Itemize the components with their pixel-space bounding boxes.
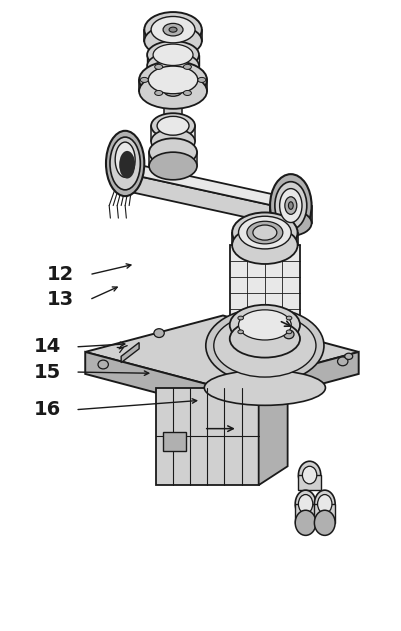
- Ellipse shape: [229, 305, 299, 345]
- Polygon shape: [223, 352, 358, 410]
- Polygon shape: [269, 206, 311, 223]
- Ellipse shape: [269, 174, 311, 237]
- Polygon shape: [115, 171, 292, 228]
- Ellipse shape: [337, 357, 347, 366]
- Ellipse shape: [286, 330, 291, 334]
- Text: 14: 14: [33, 338, 61, 357]
- Ellipse shape: [237, 330, 243, 334]
- Ellipse shape: [288, 202, 292, 209]
- Ellipse shape: [237, 316, 243, 320]
- Ellipse shape: [302, 466, 316, 484]
- Polygon shape: [229, 325, 299, 339]
- Ellipse shape: [144, 25, 201, 57]
- Ellipse shape: [283, 330, 293, 339]
- Ellipse shape: [154, 329, 164, 338]
- Ellipse shape: [274, 182, 306, 230]
- Ellipse shape: [231, 213, 297, 252]
- Ellipse shape: [294, 510, 315, 535]
- Ellipse shape: [269, 211, 311, 236]
- Ellipse shape: [139, 61, 207, 99]
- Ellipse shape: [344, 353, 352, 360]
- Ellipse shape: [151, 16, 194, 43]
- Ellipse shape: [314, 490, 334, 518]
- Ellipse shape: [151, 113, 194, 138]
- Ellipse shape: [164, 86, 181, 97]
- Ellipse shape: [149, 138, 196, 166]
- Polygon shape: [229, 245, 299, 325]
- Ellipse shape: [197, 78, 205, 83]
- Polygon shape: [163, 432, 185, 451]
- Ellipse shape: [163, 23, 182, 36]
- Polygon shape: [298, 475, 320, 490]
- Ellipse shape: [98, 360, 108, 369]
- Ellipse shape: [294, 490, 315, 518]
- Polygon shape: [151, 126, 194, 141]
- Text: 12: 12: [47, 265, 74, 284]
- Ellipse shape: [204, 370, 325, 405]
- Ellipse shape: [144, 12, 201, 47]
- Ellipse shape: [140, 78, 148, 83]
- Ellipse shape: [119, 151, 135, 179]
- Polygon shape: [258, 369, 287, 485]
- Ellipse shape: [139, 74, 207, 109]
- Polygon shape: [115, 160, 292, 210]
- Ellipse shape: [213, 314, 315, 377]
- Polygon shape: [231, 233, 297, 245]
- Ellipse shape: [317, 495, 331, 514]
- Text: 15: 15: [33, 363, 61, 382]
- Polygon shape: [164, 91, 181, 121]
- Polygon shape: [85, 352, 223, 410]
- Polygon shape: [144, 30, 201, 41]
- Ellipse shape: [154, 90, 162, 95]
- Ellipse shape: [149, 152, 196, 180]
- Ellipse shape: [169, 27, 176, 32]
- Ellipse shape: [286, 316, 291, 320]
- Ellipse shape: [183, 90, 191, 95]
- Ellipse shape: [106, 131, 144, 196]
- Ellipse shape: [284, 197, 296, 215]
- Ellipse shape: [314, 510, 334, 535]
- Ellipse shape: [298, 495, 312, 514]
- Ellipse shape: [151, 129, 194, 154]
- Ellipse shape: [231, 227, 297, 264]
- Ellipse shape: [154, 64, 162, 69]
- Ellipse shape: [183, 64, 191, 69]
- Polygon shape: [149, 152, 196, 166]
- Ellipse shape: [115, 142, 135, 177]
- Text: 13: 13: [47, 290, 74, 309]
- Text: 16: 16: [33, 400, 61, 419]
- Ellipse shape: [252, 225, 276, 240]
- Polygon shape: [156, 387, 258, 485]
- Ellipse shape: [147, 52, 198, 80]
- Ellipse shape: [110, 137, 140, 190]
- Ellipse shape: [164, 115, 181, 126]
- Polygon shape: [147, 55, 198, 66]
- Polygon shape: [314, 504, 334, 523]
- Ellipse shape: [279, 189, 301, 223]
- Ellipse shape: [238, 310, 290, 340]
- Ellipse shape: [153, 44, 192, 66]
- Ellipse shape: [246, 221, 282, 244]
- Ellipse shape: [157, 116, 188, 135]
- Polygon shape: [139, 80, 207, 91]
- Ellipse shape: [229, 320, 299, 358]
- Ellipse shape: [238, 216, 290, 249]
- Polygon shape: [294, 504, 315, 523]
- Polygon shape: [121, 343, 139, 363]
- Ellipse shape: [148, 66, 197, 94]
- Polygon shape: [85, 316, 358, 388]
- Ellipse shape: [298, 461, 320, 489]
- Ellipse shape: [205, 308, 323, 384]
- Ellipse shape: [147, 41, 198, 69]
